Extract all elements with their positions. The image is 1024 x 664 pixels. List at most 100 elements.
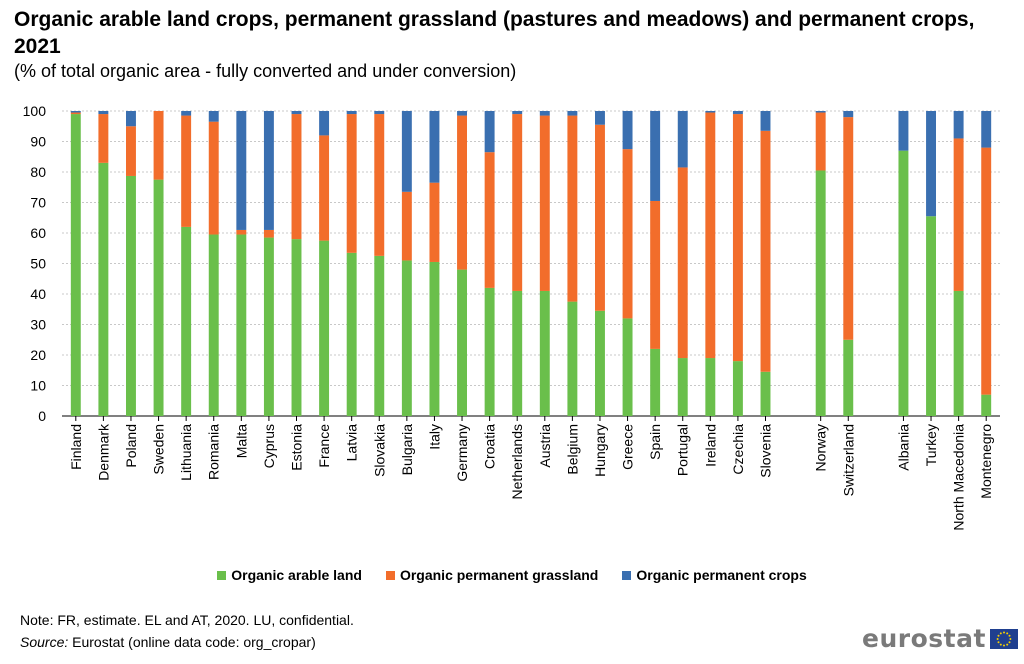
bar-slovenia-series-1: [760, 130, 771, 372]
bar-latvia-series-1: [346, 114, 357, 253]
x-tick-label-sweden: Sweden: [151, 424, 167, 475]
bar-italy-series-1: [429, 182, 440, 262]
bar-latvia-series-0: [346, 252, 357, 416]
bar-hungary-series-1: [595, 124, 605, 311]
bar-croatia-series-1: [484, 152, 495, 288]
x-tick-label-switzerland: Switzerland: [840, 424, 856, 496]
x-tick-label-slovakia: Slovakia: [371, 424, 387, 477]
legend-swatch-grassland: [385, 570, 395, 580]
eurostat-logo: eurostat: [862, 624, 1018, 653]
x-tick-label-north-macedonia: North Macedonia: [951, 424, 967, 531]
source-label: Source:: [20, 634, 69, 650]
x-tick-label-hungary: Hungary: [592, 424, 608, 477]
x-tick-label-spain: Spain: [647, 424, 663, 460]
chart-source: Source: Eurostat (online data code: org_…: [20, 632, 316, 652]
bar-germany-series-2: [457, 111, 467, 116]
bar-cyprus-series-1: [263, 229, 274, 238]
bar-hungary-series-0: [595, 310, 605, 416]
x-tick-label-estonia: Estonia: [289, 424, 305, 471]
x-tick-label-denmark: Denmark: [95, 423, 111, 481]
y-tick-label-20: 20: [30, 347, 46, 363]
x-tick-label-austria: Austria: [537, 424, 553, 468]
bar-croatia-series-2: [484, 111, 495, 153]
source-text: Eurostat (online data code: org_cropar): [68, 634, 316, 650]
x-tick-label-latvia: Latvia: [344, 424, 360, 462]
bar-sweden-series-0: [153, 179, 164, 416]
bar-north-macedonia-series-1: [953, 138, 964, 291]
x-tick-label-ireland: Ireland: [702, 424, 718, 467]
y-tick-label-80: 80: [30, 164, 46, 180]
x-tick-label-bulgaria: Bulgaria: [399, 424, 415, 476]
chart-title: Organic arable land crops, permanent gra…: [14, 8, 975, 58]
bar-poland-series-1: [126, 126, 136, 176]
bar-austria-series-2: [539, 111, 550, 116]
eu-flag-icon: [989, 628, 1018, 649]
bar-austria-series-1: [539, 115, 550, 291]
y-tick-label-0: 0: [38, 408, 46, 424]
bar-belgium-series-0: [567, 301, 578, 416]
x-tick-label-finland: Finland: [68, 424, 84, 470]
bar-lithuania-series-1: [181, 115, 192, 227]
bar-turkey-series-0: [926, 216, 936, 416]
bar-lithuania-series-0: [181, 226, 192, 416]
bar-montenegro-series-0: [981, 394, 992, 416]
legend-item-crops: Organic permanent crops: [622, 567, 807, 583]
chart-note: Note: FR, estimate. EL and AT, 2020. LU,…: [20, 612, 354, 628]
y-tick-label-60: 60: [30, 225, 46, 241]
stacked-bar-chart: 0 10 20 30 40 50 60 70 80 90 100 Finland Denmark Pola…: [23, 103, 1000, 531]
legend-label-arable: Organic arable land: [231, 567, 362, 583]
bar-italy-series-2: [429, 111, 440, 183]
bar-bulgaria-series-1: [401, 191, 412, 261]
bar-belgium-series-1: [567, 115, 578, 302]
bar-spain-series-0: [650, 348, 661, 416]
bar-hungary-series-2: [595, 111, 605, 125]
bar-czechia-series-0: [732, 361, 743, 416]
bar-greece-series-0: [622, 318, 633, 416]
bar-cyprus-series-2: [263, 111, 274, 230]
bar-greece-series-2: [622, 111, 633, 150]
x-tick-label-albania: Albania: [895, 424, 911, 471]
bar-denmark-series-1: [98, 114, 109, 163]
logo-text: eurostat: [862, 624, 986, 653]
y-tick-label-50: 50: [30, 256, 46, 272]
x-tick-label-czechia: Czechia: [730, 424, 746, 475]
bar-switzerland-series-0: [843, 339, 854, 416]
chart-subtitle: (% of total organic area - fully convert…: [14, 61, 517, 81]
legend-item-arable: Organic arable land: [217, 567, 362, 583]
bar-ireland-series-0: [705, 358, 716, 416]
y-tick-label-10: 10: [30, 378, 46, 394]
x-tick-label-italy: Italy: [426, 424, 442, 450]
bar-north-macedonia-series-0: [953, 290, 964, 416]
bar-netherlands-series-0: [512, 290, 523, 416]
bar-netherlands-series-2: [512, 111, 523, 115]
x-tick-label-greece: Greece: [620, 424, 636, 470]
bar-netherlands-series-1: [512, 114, 523, 291]
bar-spain-series-1: [650, 200, 661, 349]
bar-czechia-series-1: [732, 114, 743, 362]
bar-estonia-series-2: [291, 111, 302, 115]
x-tick-label-malta: Malta: [233, 424, 249, 458]
bar-switzerland-series-1: [843, 117, 854, 340]
legend-swatch-crops: [622, 570, 632, 580]
legend-label-crops: Organic permanent crops: [636, 567, 807, 583]
chart-legend: Organic arable land Organic permanent gr…: [0, 567, 1024, 583]
x-tick-label-lithuania: Lithuania: [178, 424, 194, 481]
x-tick-label-cyprus: Cyprus: [261, 424, 277, 468]
bar-france-series-0: [319, 240, 330, 416]
bar-croatia-series-0: [484, 287, 495, 416]
bar-cyprus-series-0: [263, 237, 274, 416]
bar-germany-series-1: [457, 115, 467, 270]
bar-norway-series-0: [815, 170, 826, 416]
bar-turkey-series-2: [926, 111, 936, 217]
bar-switzerland-series-2: [843, 111, 854, 118]
bar-slovenia-series-0: [760, 371, 771, 416]
bar-montenegro-series-1: [981, 147, 992, 395]
bar-austria-series-0: [539, 290, 550, 416]
bar-portugal-series-2: [677, 111, 688, 168]
bar-ireland-series-2: [705, 111, 716, 113]
bar-belgium-series-2: [567, 111, 578, 116]
x-tick-label-france: France: [316, 424, 332, 468]
bar-montenegro-series-2: [981, 111, 992, 148]
bar-norway-series-1: [815, 112, 826, 171]
x-tick-label-slovenia: Slovenia: [758, 424, 774, 478]
